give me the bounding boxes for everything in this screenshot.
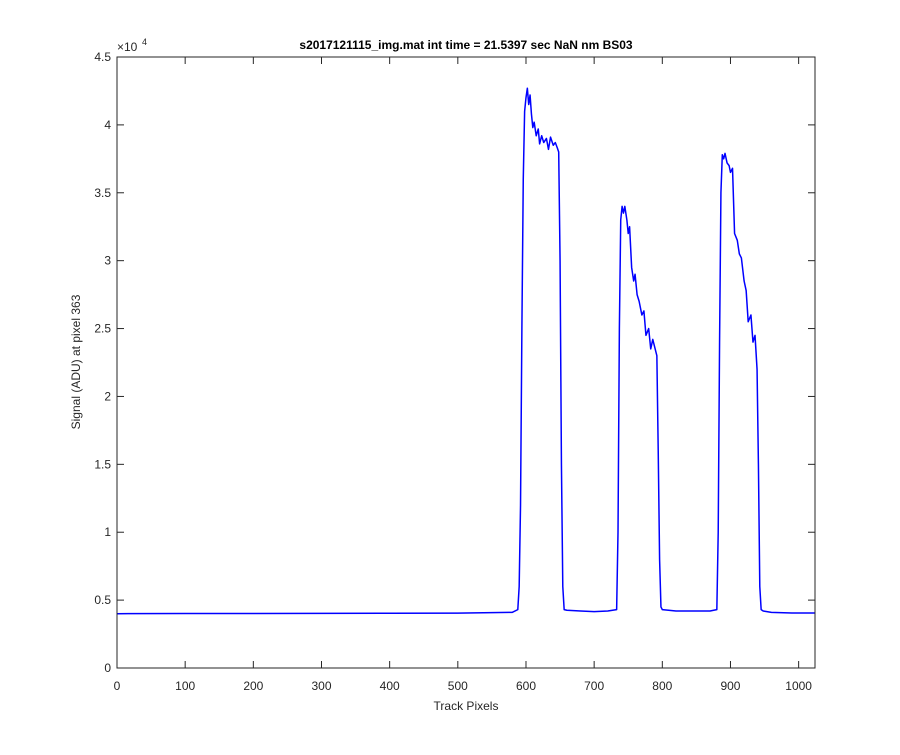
- x-tick-label: 700: [584, 679, 604, 693]
- y-axis-ticks: 0 0.5 1 1.5 2 2.5 3 3.5 4 4.5: [94, 50, 815, 675]
- x-tick-label: 200: [243, 679, 263, 693]
- y-tick-label: 2.5: [94, 322, 111, 336]
- series-layer: [116, 87, 815, 615]
- x-tick-label: 300: [311, 679, 331, 693]
- chart-title: s2017121115_img.mat int time = 21.5397 s…: [299, 38, 633, 52]
- y-tick-label: 4: [104, 118, 111, 132]
- exponent-base: ×10: [117, 40, 138, 54]
- x-tick-label: 500: [448, 679, 468, 693]
- y-tick-label: 4.5: [94, 50, 111, 64]
- y-tick-label: 2: [104, 389, 111, 403]
- y-tick-label: 3: [104, 254, 111, 268]
- y-tick-label: 1.5: [94, 457, 111, 471]
- x-tick-label: 600: [516, 679, 536, 693]
- x-tick-label: 100: [175, 679, 195, 693]
- y-tick-label: 3.5: [94, 186, 111, 200]
- y-axis-title: Signal (ADU) at pixel 363: [69, 294, 83, 429]
- x-axis-ticks: 0 100 200 300 400 500 600 700 800 900 1000: [114, 57, 812, 693]
- x-axis-title: Track Pixels: [434, 699, 499, 713]
- plot-area: [117, 57, 815, 668]
- x-tick-label: 900: [720, 679, 740, 693]
- y-tick-label: 1: [104, 525, 111, 539]
- series-line-0: [116, 87, 815, 615]
- x-tick-label: 800: [652, 679, 672, 693]
- y-tick-label: 0: [104, 661, 111, 675]
- x-tick-label: 0: [114, 679, 121, 693]
- axes-box: [116, 56, 816, 669]
- exponent-label: ×10 4: [117, 37, 147, 54]
- x-tick-label: 1000: [785, 679, 812, 693]
- y-tick-label: 0.5: [94, 593, 111, 607]
- x-tick-label: 400: [380, 679, 400, 693]
- exponent-power: 4: [142, 37, 147, 47]
